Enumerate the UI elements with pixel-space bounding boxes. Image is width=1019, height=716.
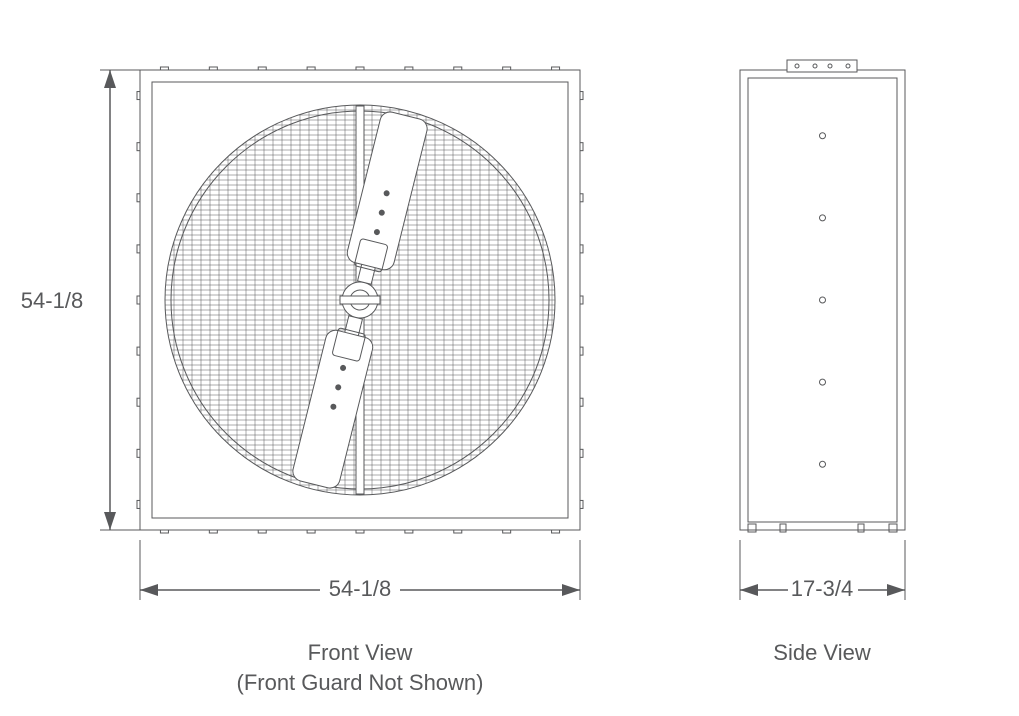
dim-front-width-label: 54-1/8: [329, 576, 391, 601]
side-caption: Side View: [773, 640, 871, 665]
diagram-svg: 54-1/8 54-1/8 Front View (Front Guard No…: [0, 0, 1019, 716]
side-inner-frame: [748, 78, 897, 522]
side-center-holes: [820, 133, 826, 468]
front-caption-line1: Front View: [308, 640, 413, 665]
front-caption-line2: (Front Guard Not Shown): [237, 670, 484, 695]
dim-side-width-label: 17-3/4: [791, 576, 853, 601]
dim-side-width: 17-3/4: [740, 540, 905, 602]
dim-front-width: 54-1/8: [140, 540, 580, 602]
diagram-stage: 54-1/8 54-1/8 Front View (Front Guard No…: [0, 0, 1019, 716]
center-cross-bracket: [340, 296, 380, 304]
side-top-plate: [787, 60, 857, 72]
front-view: [137, 67, 583, 533]
side-view: [740, 60, 905, 532]
side-bottom-feet: [748, 524, 897, 532]
dim-front-height-label: 54-1/8: [21, 288, 83, 313]
dim-front-height: 54-1/8: [21, 70, 140, 530]
